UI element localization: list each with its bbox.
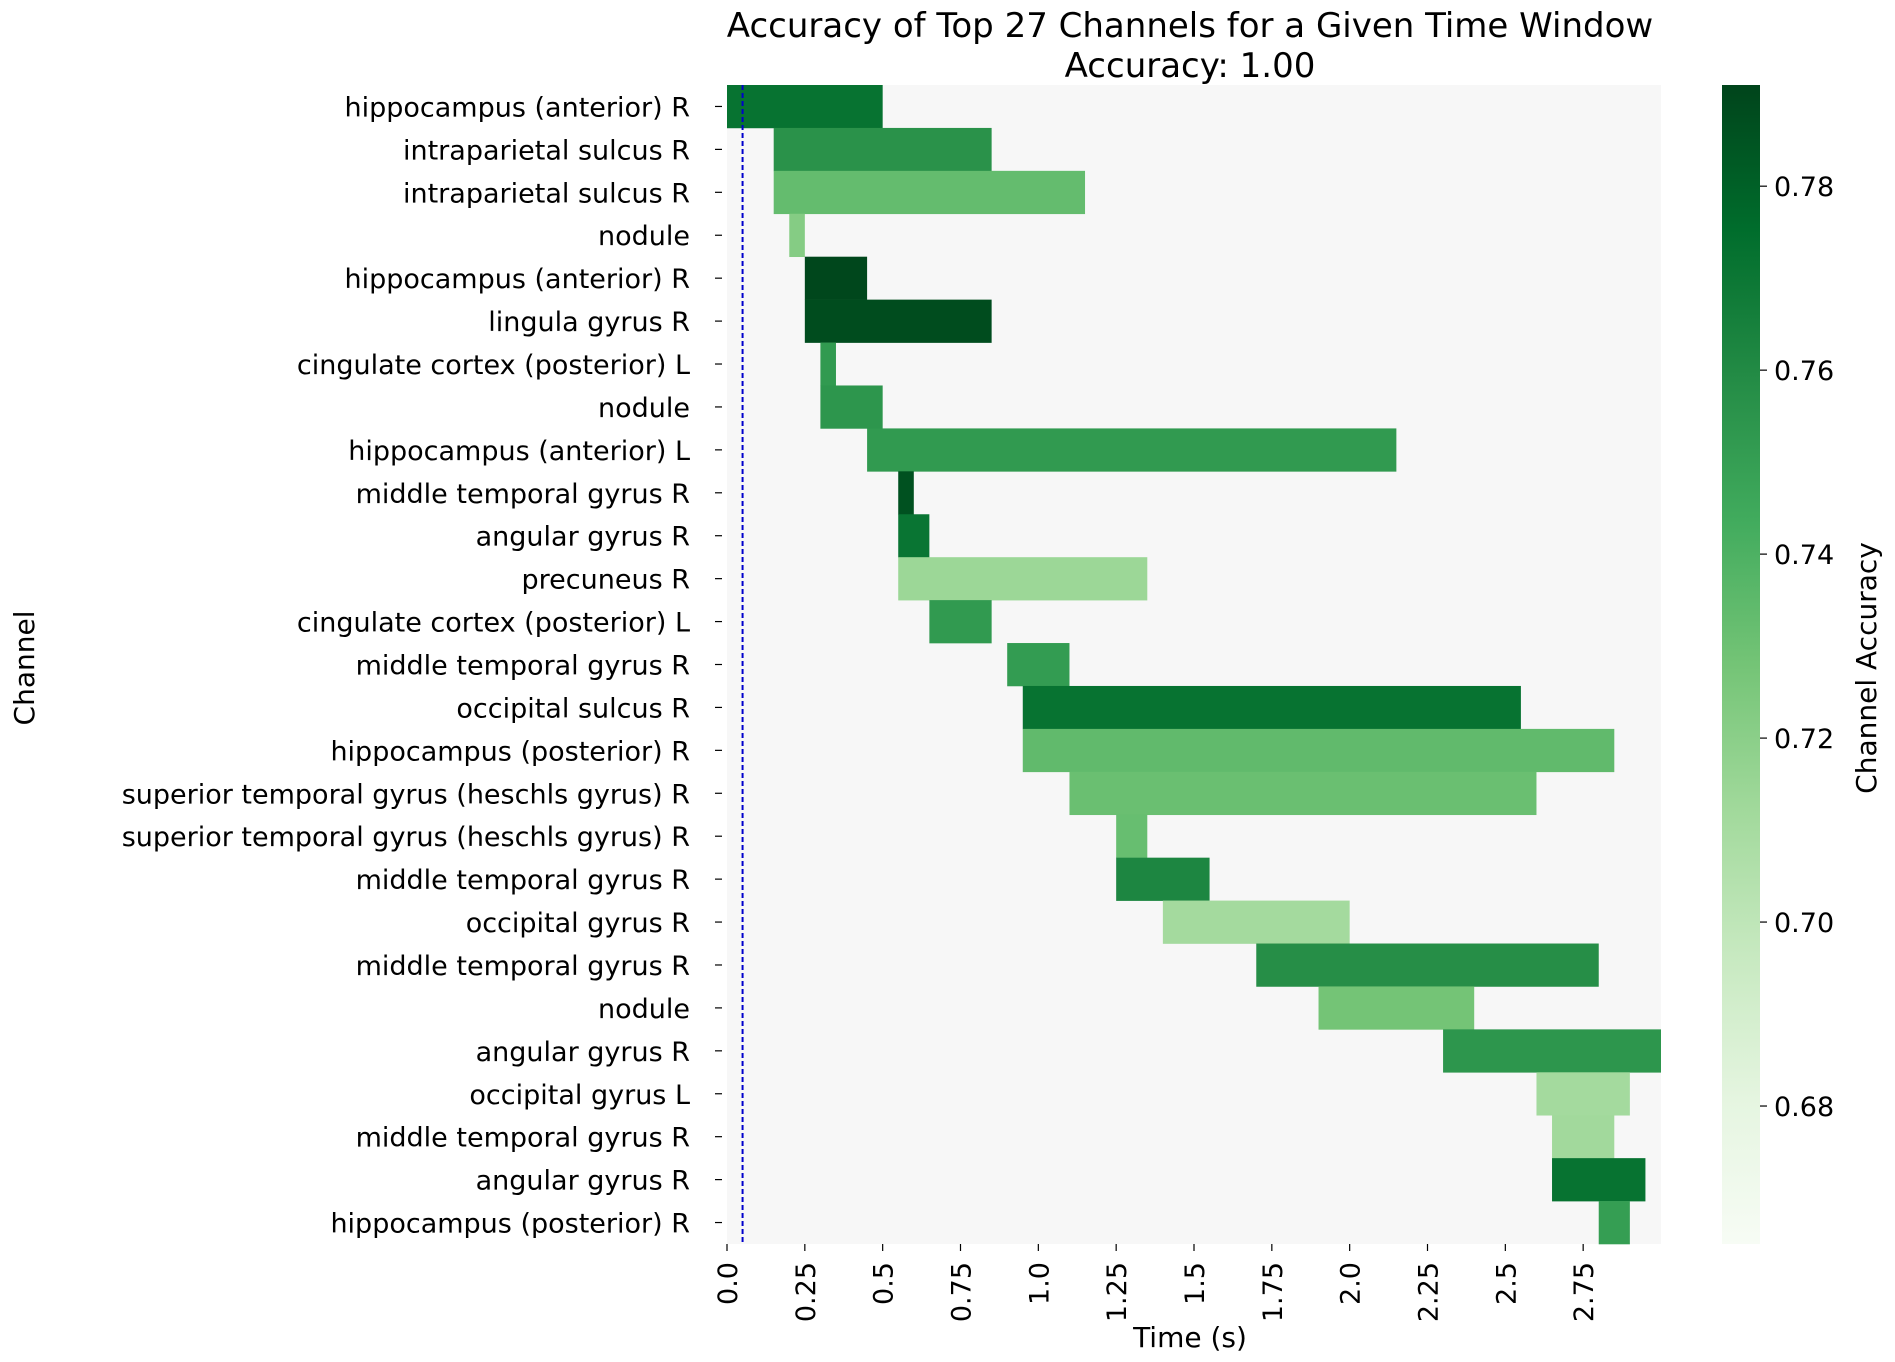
y-tick-label: angular gyrus R [476, 522, 690, 553]
heatmap-cells [727, 85, 1661, 1245]
y-tick-label: middle temporal gyrus R [356, 1123, 690, 1154]
heatmap-cell [820, 385, 883, 429]
y-tick-label: hippocampus (anterior) R [345, 264, 691, 295]
x-tick-label: 1.25 [1102, 1262, 1133, 1322]
y-tick-label: middle temporal gyrus R [356, 951, 690, 982]
y-tick-label: hippocampus (posterior) R [330, 1209, 690, 1240]
heatmap-cell [1598, 1201, 1630, 1245]
colorbar-tick-label: 0.72 [1774, 724, 1834, 755]
heatmap-cell [1116, 814, 1148, 858]
heatmap-cell [1552, 1158, 1646, 1202]
colorbar-tick-label: 0.78 [1774, 172, 1834, 203]
x-tick-label: 0.5 [869, 1262, 900, 1305]
heatmap-cell [773, 170, 1086, 215]
heatmap-cell [804, 256, 868, 300]
x-tick-label: 0.75 [947, 1262, 978, 1322]
chart-title: Accuracy of Top 27 Channels for a Given … [727, 6, 1653, 46]
heatmap-cell [1443, 1029, 1661, 1073]
x-tick-label: 1.0 [1024, 1262, 1055, 1305]
heatmap-cell [1116, 857, 1210, 901]
x-tick-labels: 0.0 0.25 0.5 0.75 1.0 1.25 1.5 1.75 2.0 2.25 2.5 2.… [713, 1244, 1600, 1322]
y-tick-label: nodule [598, 393, 690, 424]
colorbar-tick-label: 0.68 [1774, 1092, 1834, 1123]
y-axis-label: Channel [8, 611, 41, 726]
heatmap-cell [820, 342, 836, 386]
heatmap-cell [804, 299, 992, 343]
y-tick-label: hippocampus (posterior) R [330, 736, 690, 767]
y-tick-label: occipital gyrus L [469, 1080, 690, 1111]
y-tick-label: superior temporal gyrus (heschls gyrus) … [122, 779, 690, 810]
x-tick-label: 2.5 [1491, 1262, 1522, 1305]
heatmap-cell [1552, 1115, 1615, 1159]
y-tick-labels: hippocampus (anterior) R intraparietal su… [122, 92, 722, 1240]
x-axis-label: Time (s) [1132, 1321, 1247, 1354]
y-tick-label: nodule [598, 221, 690, 252]
heatmap-cell [773, 127, 992, 172]
y-tick-label: cingulate cortex (posterior) L [297, 350, 690, 381]
y-tick-label: hippocampus (anterior) L [348, 436, 690, 467]
heatmap-cell [1536, 1072, 1630, 1116]
colorbar-tick-label: 0.74 [1774, 540, 1834, 571]
heatmap-cell [727, 85, 883, 129]
y-tick-label: intraparietal sulcus R [403, 178, 690, 209]
heatmap-cell [789, 213, 805, 258]
x-tick-label: 1.75 [1258, 1262, 1289, 1322]
colorbar-tick-label: 0.76 [1774, 356, 1834, 387]
heatmap-cell [929, 600, 992, 644]
colorbar-label: Channel Accuracy [1850, 542, 1883, 794]
colorbar-ticks: 0.68 0.70 0.72 0.74 0.76 0.78 [1760, 172, 1834, 1123]
y-tick-label: lingula gyrus R [488, 307, 690, 338]
y-tick-label: nodule [598, 994, 690, 1025]
y-tick-label: occipital sulcus R [456, 693, 690, 724]
x-tick-label: 2.0 [1336, 1262, 1367, 1305]
heatmap-cell [1318, 986, 1475, 1030]
colorbar [1722, 85, 1760, 1244]
x-tick-label: 1.5 [1180, 1262, 1211, 1305]
y-tick-label: angular gyrus R [476, 1037, 690, 1068]
y-tick-label: occipital gyrus R [466, 908, 690, 939]
y-tick-label: middle temporal gyrus R [356, 479, 690, 510]
heatmap-cell [867, 428, 1397, 472]
y-tick-label: middle temporal gyrus R [356, 865, 690, 896]
heatmap-cell [898, 557, 1148, 601]
y-tick-label: middle temporal gyrus R [356, 651, 690, 682]
y-tick-label: cingulate cortex (posterior) L [297, 608, 690, 639]
x-tick-label: 2.75 [1569, 1262, 1600, 1322]
chart-subtitle: Accuracy: 1.00 [1065, 46, 1316, 86]
y-tick-label: hippocampus (anterior) R [345, 92, 691, 123]
heatmap-cell [1022, 728, 1615, 773]
heatmap-cell [898, 471, 914, 515]
heatmap-cell [1256, 943, 1599, 987]
heatmap-cell [898, 514, 930, 558]
y-tick-label: angular gyrus R [476, 1166, 690, 1197]
x-tick-label: 0.25 [791, 1262, 822, 1322]
x-tick-label: 2.25 [1414, 1262, 1445, 1322]
heatmap-cell [1007, 643, 1070, 687]
colorbar-tick-label: 0.70 [1774, 908, 1834, 939]
y-tick-label: superior temporal gyrus (heschls gyrus) … [122, 822, 690, 853]
y-tick-label: intraparietal sulcus R [403, 135, 690, 166]
heatmap-cell [1022, 685, 1521, 730]
heatmap-cell [1069, 771, 1537, 816]
y-tick-label: precuneus R [522, 565, 690, 596]
x-tick-label: 0.0 [713, 1262, 744, 1305]
heatmap-cell [1162, 900, 1350, 944]
